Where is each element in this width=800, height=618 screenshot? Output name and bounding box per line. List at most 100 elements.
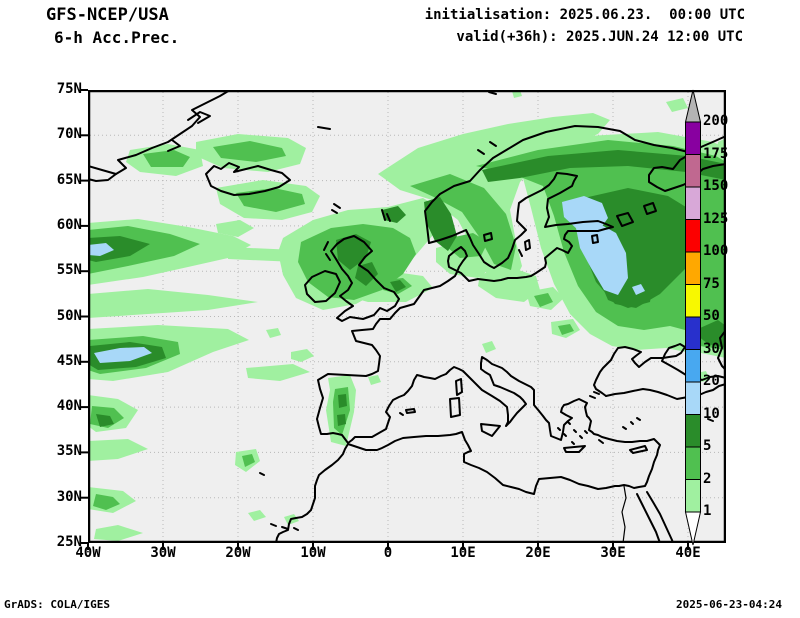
islands-aegean	[571, 441, 575, 445]
lat-label-75N: 75N	[56, 81, 82, 97]
island-shetland	[381, 209, 386, 221]
precip-region-level-5	[698, 320, 726, 348]
lon-label-30E: 30E	[600, 545, 626, 561]
model-title: GFS-NCEP/USA	[46, 5, 169, 25]
precip-region-level-2	[213, 141, 286, 162]
island-mallorca	[405, 408, 416, 414]
colorbar-label-5: 5	[703, 438, 712, 454]
colorbar-segment	[685, 316, 701, 350]
lake-tuz	[636, 417, 641, 421]
island-sardinia	[449, 397, 461, 418]
precip-region-level-10	[94, 347, 152, 363]
colorbar-segment	[685, 121, 701, 155]
precip-region-level-1	[378, 113, 610, 286]
lon-label-20E: 20E	[525, 545, 551, 561]
lake-van	[707, 418, 714, 422]
precip-region-level-1	[246, 364, 310, 381]
colorbar-label-125: 125	[703, 210, 729, 227]
coast-iceland	[205, 162, 291, 196]
coast-greenland	[187, 111, 211, 124]
islands-canary	[270, 523, 277, 527]
island-hebrides	[323, 241, 329, 251]
precip-region-level-2	[242, 454, 255, 467]
precip-region-level-1	[666, 98, 688, 112]
lon-label-20W: 20W	[225, 545, 251, 561]
colorbar-segment	[685, 284, 701, 318]
lat-label-30N: 30N	[56, 488, 82, 505]
coast-norway-arctic	[424, 125, 726, 244]
precip-region-level-10	[576, 223, 628, 295]
creation-timestamp: 2025-06-23-04:24	[676, 598, 782, 611]
colorbar-segment	[685, 251, 701, 285]
island-hebrides	[325, 253, 331, 261]
precip-region-level-5	[336, 234, 371, 270]
colorbar-label-75: 75	[703, 275, 720, 292]
map-frame-border	[88, 90, 726, 543]
islands-aegean	[584, 430, 588, 434]
colorbar-segment	[685, 414, 701, 448]
island-corsica	[455, 378, 463, 396]
islands-aegean	[573, 429, 577, 433]
coast-greenland	[88, 173, 117, 182]
colorbar-label-20: 20	[703, 373, 720, 389]
precip-region-level-1	[291, 349, 314, 362]
islands-aegean	[567, 421, 571, 425]
colorbar-label-30: 30	[703, 340, 720, 357]
lake-peipus	[591, 234, 599, 244]
islands-aegean	[563, 433, 567, 437]
coastlines	[88, 90, 726, 543]
precip-region-level-1	[266, 328, 281, 338]
colorbar-label-1: 1	[703, 503, 712, 519]
island-faroe	[331, 209, 338, 214]
island-faroe	[333, 203, 341, 209]
precip-region-level-5	[355, 262, 378, 286]
lat-label-65N: 65N	[56, 171, 82, 188]
precip-region-level-10	[88, 243, 114, 256]
colorbar-segment	[685, 479, 701, 513]
precip-region-level-2	[143, 150, 190, 167]
coast-great-britain	[330, 235, 400, 322]
precip-region-level-1	[248, 510, 266, 521]
islands-aegean	[557, 427, 561, 431]
precip-region-level-5	[338, 394, 347, 408]
island-oland	[518, 249, 523, 257]
lon-label-40E: 40E	[675, 545, 701, 561]
lon-label-0: 0	[383, 545, 393, 561]
coast-europe-main	[275, 172, 661, 543]
lon-label-10E: 10E	[450, 545, 476, 561]
coast-red-sea	[636, 493, 661, 543]
sea-of-marmara	[593, 391, 600, 395]
precip-region-level-1	[216, 220, 254, 237]
lakes-anatolia	[630, 421, 634, 425]
sea-of-marmara	[589, 395, 596, 399]
precip-region-level-5	[96, 414, 114, 427]
colorbar-label-2: 2	[703, 470, 712, 487]
precip-region-level-1	[94, 525, 143, 541]
coast-ireland	[304, 270, 341, 303]
precip-region-level-5	[482, 150, 726, 182]
lake-ladoga	[616, 212, 634, 227]
lon-label-10W: 10W	[300, 545, 326, 561]
precip-region-level-5	[390, 280, 406, 292]
coast-caucasus-edge	[717, 329, 726, 371]
precip-region-level-1	[88, 289, 258, 318]
colorbar-segment	[685, 381, 701, 415]
island-shetland	[386, 213, 391, 222]
lat-label-40N: 40N	[56, 398, 82, 415]
lake-onega	[643, 202, 657, 215]
islands-aegean	[579, 435, 583, 439]
product-title: 6-h Acc.Prec.	[54, 28, 180, 47]
colorbar-label-150: 150	[703, 178, 729, 194]
lat-label-35N: 35N	[56, 443, 82, 460]
lake-vanern	[483, 232, 493, 242]
island-gotland	[524, 239, 531, 251]
lon-label-30W: 30W	[150, 545, 176, 561]
colorbar	[684, 89, 702, 546]
coast-greenland	[88, 90, 231, 175]
islands-canary	[281, 526, 289, 530]
colorbar-segment	[685, 154, 701, 188]
island-sicily	[480, 423, 501, 437]
coast-black-sea-north	[593, 343, 726, 397]
